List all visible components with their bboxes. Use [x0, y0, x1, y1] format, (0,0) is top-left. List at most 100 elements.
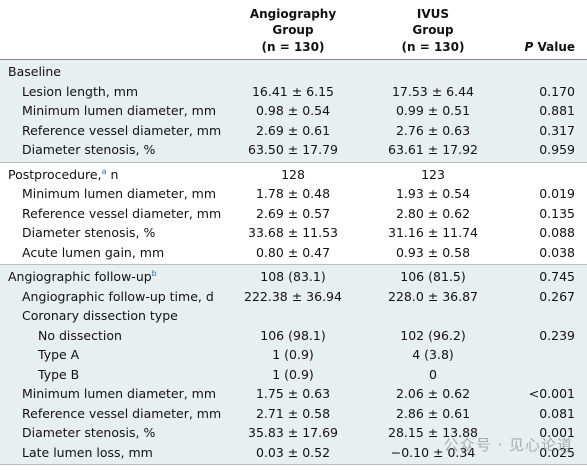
label-text: Type A [38, 347, 80, 362]
cell: 0.317 [508, 121, 587, 141]
cell-text: 0 [429, 366, 437, 382]
cell [508, 62, 587, 82]
cell [508, 365, 587, 385]
cell-text: 0.088 [539, 225, 575, 240]
label-text: Minimum lumen diameter, mm [22, 103, 217, 118]
cell: 106 (81.5) [358, 267, 508, 287]
cell-text: 123 [421, 166, 445, 182]
cell-text: 63.61 ± 17.92 [388, 142, 478, 157]
cell-text: 0.267 [539, 288, 575, 304]
cell-text: 0.170 [539, 83, 575, 99]
cell-text: 2.86 ± 0.61 [395, 405, 471, 421]
cell: 17.53 ± 6.44 [358, 82, 508, 102]
cell-text: 1.75 ± 0.63 [255, 386, 331, 401]
cell-text: 28.15 ± 13.88 [388, 425, 478, 440]
cell: 1 (0.9) [228, 365, 358, 385]
cell: 35.83 ± 17.69 [228, 423, 358, 443]
cell: 0.745 [508, 267, 587, 287]
header-cell: IVUS Group (n = 130) [358, 0, 508, 59]
header-cell: Angiography Group (n = 130) [228, 0, 358, 59]
table-row: Type B 1 (0.9) 0 [0, 365, 587, 385]
cell: 0.001 [508, 423, 587, 443]
row-label: Type A [0, 345, 228, 365]
cell: 0.135 [508, 204, 587, 224]
label-text: Postprocedure, [8, 166, 102, 182]
cell-text: 33.68 ± 11.53 [248, 225, 338, 240]
table-row: Type A 1 (0.9) 4 (3.8) [0, 345, 587, 365]
cell: −0.10 ± 0.34 [358, 443, 508, 463]
cell: 0.881 [508, 101, 587, 121]
header-text: (n = 130) [401, 39, 465, 54]
cell: 1 (0.9) [228, 345, 358, 365]
cell-text: −0.10 ± 0.34 [390, 444, 476, 460]
cell: 0.025 [508, 443, 587, 463]
cell-text: 1.78 ± 0.48 [255, 186, 331, 201]
label-text: Lesion length, mm [22, 83, 139, 99]
table-body: Baseline Lesion length, mm 16.41 ± 6.15 17.… [0, 60, 587, 465]
row-label: Lesion length, mm [0, 82, 228, 102]
table-row: Angiographic follow-up time, d 222.38 ± 3… [0, 287, 587, 307]
label-text: Angiographic follow-up time, d [22, 288, 214, 304]
cell-text: 0.038 [539, 244, 575, 260]
table-row: Diameter stenosis, % 33.68 ± 11.53 31.16 ±… [0, 223, 587, 243]
row-label: No dissection [0, 326, 228, 346]
cell: 2.71 ± 0.58 [228, 404, 358, 424]
row-label: Reference vessel diameter, mm [0, 204, 228, 224]
label-text: Reference vessel diameter, mm [22, 122, 222, 138]
header-cell [0, 0, 228, 59]
label-text: No dissection [38, 327, 122, 343]
label-text: Diameter stenosis, % [22, 142, 156, 157]
cell [508, 345, 587, 365]
cell: 2.80 ± 0.62 [358, 204, 508, 224]
cell: 0.081 [508, 404, 587, 424]
cell-text: 2.06 ± 0.62 [395, 386, 471, 401]
cell-text: 2.76 ± 0.63 [395, 122, 471, 138]
row-label: Angiographic follow-up time, d [0, 287, 228, 307]
label-suffix: n [106, 166, 119, 182]
cell: 1.78 ± 0.48 [228, 184, 358, 204]
cell: 0.80 ± 0.47 [228, 243, 358, 263]
cell-text: 106 (81.5) [400, 269, 466, 284]
section: Angiographic follow-upb 108 (83.1) 106 (81… [0, 265, 587, 465]
cell: 0.267 [508, 287, 587, 307]
table-row: Reference vessel diameter, mm 2.69 ± 0.57… [0, 204, 587, 224]
row-label: Coronary dissection type [0, 306, 228, 326]
cell-text: 1.93 ± 0.54 [395, 186, 471, 201]
cell [358, 306, 508, 326]
cell-text: 0.93 ± 0.58 [395, 244, 471, 260]
label-text: Late lumen loss, mm [22, 444, 153, 460]
cell: 2.69 ± 0.61 [228, 121, 358, 141]
cell: 0.239 [508, 326, 587, 346]
cell-text: 16.41 ± 6.15 [251, 83, 335, 99]
cell-text: 2.69 ± 0.61 [255, 122, 331, 138]
cell-text: 106 (98.1) [260, 327, 326, 343]
row-label: Reference vessel diameter, mm [0, 121, 228, 141]
row-label: Minimum lumen diameter, mm [0, 184, 228, 204]
table-row: Minimum lumen diameter, mm 0.98 ± 0.54 0.9… [0, 101, 587, 121]
cell-text: <0.001 [528, 386, 575, 401]
cell-text: 4 (3.8) [412, 347, 454, 362]
table-row: Reference vessel diameter, mm 2.71 ± 0.58… [0, 404, 587, 424]
cell: 4 (3.8) [358, 345, 508, 365]
cell: 2.69 ± 0.57 [228, 204, 358, 224]
table-row: Diameter stenosis, % 35.83 ± 17.69 28.15 ±… [0, 423, 587, 443]
label-text: Diameter stenosis, % [22, 425, 156, 440]
cell [228, 62, 358, 82]
label-text: Minimum lumen diameter, mm [22, 386, 217, 401]
watermark: 公众号 · 见心论道 [443, 436, 573, 454]
footnote-mark: a [101, 166, 107, 176]
cell-text: 0.881 [539, 103, 575, 118]
cell: 123 [358, 165, 508, 185]
header-text: P Value [524, 39, 576, 54]
header-cell: P Value [508, 0, 587, 59]
table-row: Late lumen loss, mm 0.03 ± 0.52 −0.10 ± 0.… [0, 443, 587, 463]
table-row: Diameter stenosis, % 63.50 ± 17.79 63.61 ±… [0, 140, 587, 160]
cell: 2.76 ± 0.63 [358, 121, 508, 141]
cell-text: 102 (96.2) [400, 327, 466, 343]
cell: 0.959 [508, 140, 587, 160]
row-label: Baseline [0, 62, 228, 82]
cell: 108 (83.1) [228, 267, 358, 287]
row-label: Angiographic follow-upb [0, 267, 228, 287]
section: Postprocedure,a n 128 123 Minimum lumen dia… [0, 163, 587, 265]
